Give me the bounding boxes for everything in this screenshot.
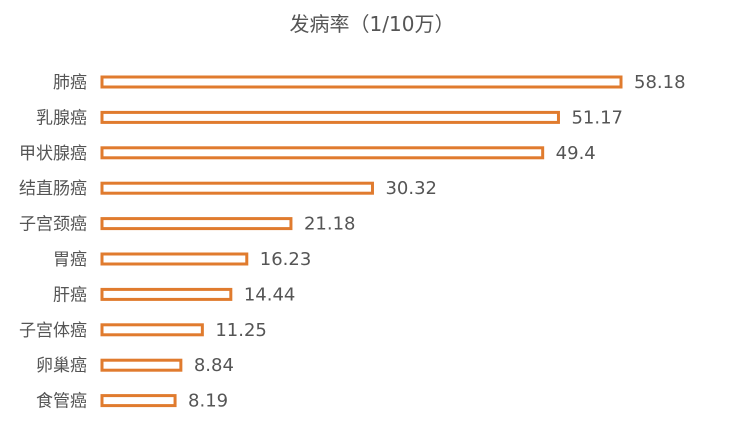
category-label: 肝癌 [53,285,87,305]
bar [100,110,560,124]
bar [100,358,183,372]
bar [100,217,293,231]
value-label: 30.32 [385,178,437,199]
category-label: 卵巢癌 [36,356,87,376]
bar [100,252,249,266]
category-label: 胃癌 [53,250,87,270]
bar [100,287,233,301]
value-label: 21.18 [304,214,356,235]
category-label: 肺癌 [53,73,87,93]
bar [100,146,545,160]
bar [100,323,204,337]
bar [100,181,374,195]
value-label: 51.17 [571,107,623,128]
bar [100,75,623,89]
value-label: 8.19 [188,391,228,412]
value-label: 16.23 [260,249,312,270]
value-label: 14.44 [244,284,296,305]
category-label: 结直肠癌 [19,179,87,199]
category-label: 甲状腺癌 [19,144,87,164]
value-label: 11.25 [215,320,267,341]
value-label: 8.84 [194,355,234,376]
plot-area: 肺癌 58.18 乳腺癌 51.17 甲状腺癌 49.4 结直肠癌 30.32 子宫颈癌 21.1… [19,72,686,412]
category-label: 子宫颈癌 [19,215,87,235]
category-label: 食管癌 [36,392,87,412]
category-label: 乳腺癌 [36,108,87,128]
value-label: 49.4 [556,143,596,164]
bar [100,394,177,408]
category-label: 子宫体癌 [19,321,87,341]
value-label: 58.18 [634,72,686,93]
chart-title: 发病率（1/10万） [290,12,455,36]
